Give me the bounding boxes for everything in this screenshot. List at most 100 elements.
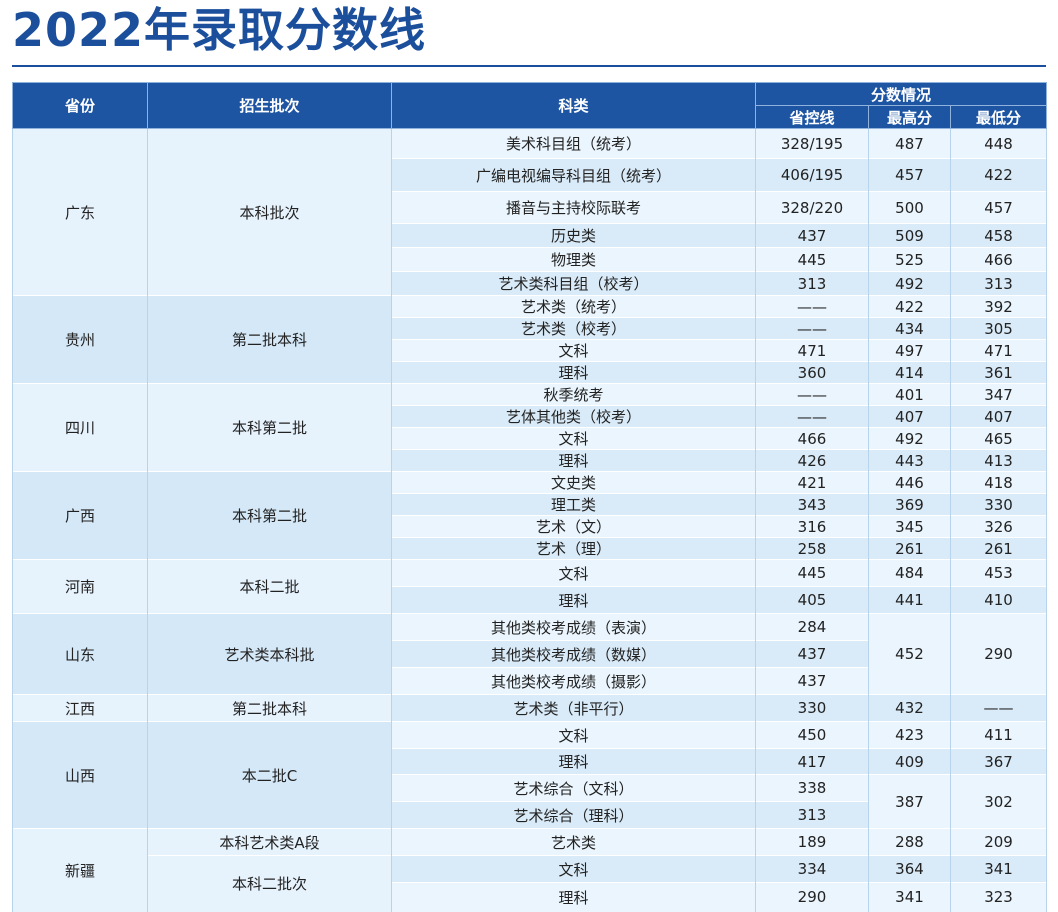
max-score-cell: 525 [868, 247, 951, 272]
province-cell: 广西 [12, 471, 148, 560]
max-score-cell: 341 [868, 882, 951, 912]
max-score-cell: 500 [868, 191, 951, 224]
header-cell: 最低分 [949, 105, 1048, 129]
subject-cell: 文科 [391, 427, 756, 450]
control-score-cell: 437 [755, 223, 869, 248]
min-score-cell: 261 [949, 537, 1048, 560]
min-score-cell: 347 [949, 383, 1048, 406]
subject-cell: 广编电视编导科目组（统考） [391, 158, 756, 192]
min-score-cell: 457 [949, 191, 1048, 224]
control-score-cell: —— [755, 383, 869, 406]
subject-cell: 艺术（理） [391, 537, 756, 560]
subject-cell: 美术科目组（统考） [391, 128, 756, 159]
min-score-cell: 453 [949, 559, 1048, 587]
subject-cell: 艺术类（非平行） [391, 694, 756, 722]
min-score-cell: 471 [949, 339, 1048, 362]
subject-cell: 艺术类科目组（校考） [391, 271, 756, 296]
max-score-cell: 487 [868, 128, 951, 159]
batch-cell: 本科第二批 [147, 471, 392, 560]
control-score-cell: 405 [755, 586, 869, 614]
max-score-cell: 492 [868, 271, 951, 296]
control-score-cell: 313 [755, 271, 869, 296]
min-score-cell: 367 [949, 748, 1048, 775]
min-score-cell: 407 [949, 405, 1048, 428]
min-score-cell: 411 [949, 721, 1048, 749]
control-score-cell: 426 [755, 449, 869, 472]
max-score-cell: 414 [868, 361, 951, 384]
min-score-cell: 458 [949, 223, 1048, 248]
control-score-cell: 421 [755, 471, 869, 494]
province-cell: 山西 [12, 721, 148, 829]
min-score-cell: 330 [949, 493, 1048, 516]
subject-cell: 理科 [391, 361, 756, 384]
score-table: 省份 招生批次 科类 分数情况 省控线 最高分 最低分 广东 本科批次 美术科目组（… [12, 82, 1048, 912]
max-score-cell: 422 [868, 295, 951, 318]
control-score-cell: 360 [755, 361, 869, 384]
subject-cell: 理科 [391, 449, 756, 472]
subject-cell: 其他类校考成绩（数媒） [391, 640, 756, 668]
max-score-cell: 432 [868, 694, 951, 722]
min-score-cell: 465 [949, 427, 1048, 450]
table-row: 山东 艺术类本科批 其他类校考成绩（表演） 284 452 290 [12, 613, 1048, 695]
min-score-cell: 313 [949, 271, 1048, 296]
batch-cell: 本科批次 [147, 128, 392, 296]
min-score-cell: 448 [949, 128, 1048, 159]
header-row: 省控线 最高分 最低分 [13, 105, 1048, 129]
subject-cell: 其他类校考成绩（表演） [391, 613, 756, 641]
control-score-cell: 471 [755, 339, 869, 362]
table-row: 山西 本二批C 文科 450 423 411 [12, 721, 1048, 829]
max-score-cell: 261 [868, 537, 951, 560]
province-cell: 新疆 [12, 828, 148, 912]
subject-cell: 理工类 [391, 493, 756, 516]
table-row: 江西 第二批本科 艺术类（非平行） 330 432 —— [12, 694, 1048, 722]
control-score-cell: 445 [755, 559, 869, 587]
subject-cell: 文科 [391, 339, 756, 362]
subject-cell: 艺体其他类（校考） [391, 405, 756, 428]
batch-cell: 第二批本科 [147, 295, 392, 384]
header-cell: 省控线 [755, 105, 869, 129]
subject-cell: 文科 [391, 559, 756, 587]
subject-cell: 播音与主持校际联考 [391, 191, 756, 224]
max-score-cell: 387 [868, 774, 951, 829]
subject-cell: 物理类 [391, 247, 756, 272]
batch-cell: 本二批C [147, 721, 392, 829]
subject-cell: 其他类校考成绩（摄影） [391, 667, 756, 695]
max-score-cell: 288 [868, 828, 951, 856]
min-score-cell: 305 [949, 317, 1048, 340]
control-score-cell: 328/195 [755, 128, 869, 159]
subject-cell: 艺术综合（理科） [391, 801, 756, 829]
max-score-cell: 457 [868, 158, 951, 192]
batch-cell: 第二批本科 [147, 694, 392, 722]
subject-cell: 理科 [391, 882, 756, 912]
control-score-cell: 437 [755, 640, 869, 668]
subject-cell: 艺术类 [391, 828, 756, 856]
min-score-cell: 392 [949, 295, 1048, 318]
min-score-cell: 418 [949, 471, 1048, 494]
subject-cell: 理科 [391, 748, 756, 775]
control-score-cell: 284 [755, 613, 869, 641]
province-cell: 贵州 [12, 295, 148, 384]
max-score-cell: 509 [868, 223, 951, 248]
subject-cell: 理科 [391, 586, 756, 614]
header-cell: 最高分 [868, 105, 951, 129]
header-cell: 分数情况 [754, 82, 1048, 106]
control-score-cell: 466 [755, 427, 869, 450]
subject-cell: 历史类 [391, 223, 756, 248]
max-score-cell: 369 [868, 493, 951, 516]
subject-cell: 艺术类（统考） [391, 295, 756, 318]
max-score-cell: 452 [868, 613, 951, 695]
table-row: 广东 本科批次 美术科目组（统考） 328/195 487 448 [12, 128, 1048, 296]
min-score-cell: 341 [949, 855, 1048, 883]
batch-cell: 本科第二批 [147, 383, 392, 472]
min-score-cell: 209 [949, 828, 1048, 856]
max-score-cell: 423 [868, 721, 951, 749]
subject-cell: 文史类 [391, 471, 756, 494]
table-head: 省份 招生批次 科类 分数情况 省控线 最高分 最低分 [12, 82, 1048, 129]
max-score-cell: 434 [868, 317, 951, 340]
table-row: 广西 本科第二批 文史类 421 446 418 [12, 471, 1048, 560]
header-cell: 科类 [391, 82, 756, 129]
batch-cell: 本科艺术类A段 [147, 828, 392, 856]
min-score-cell: 290 [949, 613, 1048, 695]
control-score-cell: 313 [755, 801, 869, 829]
